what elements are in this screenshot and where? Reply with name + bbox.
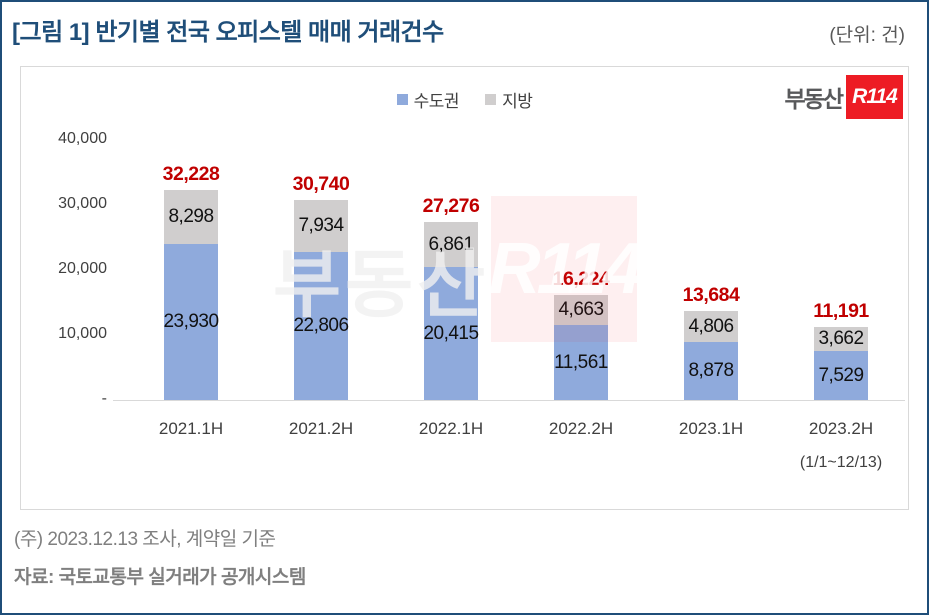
- y-axis-tick: 20,000: [58, 260, 107, 277]
- total-value-label: 32,228: [162, 163, 220, 185]
- capital-value-label: 8,878: [688, 360, 734, 381]
- x-axis-category: 2021.2H: [288, 419, 354, 438]
- total-value-label: 27,276: [422, 195, 480, 217]
- bar-segment-capital: [424, 267, 478, 400]
- x-axis-line: [113, 400, 905, 401]
- province-value-label: 8,298: [168, 206, 214, 227]
- footer-source: 자료: 국토교통부 실거래가 공개시스템: [14, 567, 306, 588]
- bar-segment-province: [294, 200, 348, 252]
- bar-segment-capital: [294, 252, 348, 400]
- capital-value-label: 11,561: [554, 351, 608, 373]
- y-axis-tick: -: [101, 390, 107, 407]
- y-axis-tick: 10,000: [58, 325, 107, 342]
- legend-swatch-capital: [396, 94, 408, 105]
- province-value-label: 3,662: [818, 328, 864, 349]
- bar-segment-capital: [684, 342, 738, 400]
- legend-label: 지방: [502, 92, 533, 111]
- x-axis-category: 2023.1H: [678, 419, 744, 438]
- footer-note: (주) 2023.12.13 조사, 계약일 기준: [14, 529, 276, 550]
- legend-swatch-province: [485, 94, 497, 105]
- province-value-label: 4,806: [688, 315, 734, 337]
- capital-value-label: 20,415: [423, 322, 479, 344]
- bar-segment-province: [424, 222, 478, 267]
- bar-segment-capital: [164, 244, 218, 400]
- x-axis-category-note: (1/1~12/13): [799, 454, 883, 471]
- x-axis-category: 2023.2H: [808, 419, 874, 438]
- province-value-label: 7,934: [298, 215, 344, 236]
- y-axis-tick: 40,000: [58, 130, 107, 147]
- total-value-label: 11,191: [813, 300, 869, 322]
- legend-label: 수도권: [413, 92, 460, 111]
- brand-logo-text: 부동산: [784, 86, 845, 112]
- bar-segment-province: [684, 311, 738, 342]
- brand-logo: 부동산 R114: [785, 75, 903, 119]
- x-axis-category: 2022.1H: [418, 419, 484, 438]
- total-value-label: 30,740: [292, 173, 350, 195]
- province-value-label: 6,861: [428, 233, 474, 255]
- brand-logo-badge: R114: [846, 75, 903, 119]
- capital-value-label: 22,806: [293, 315, 349, 336]
- capital-value-label: 23,930: [163, 311, 219, 332]
- unit-label: (단위: 건): [829, 25, 905, 46]
- chart-area: 수도권 지방 부동산 R114 부동산 R114 40,000 30,000 20,0…: [20, 66, 909, 510]
- y-axis-tick: 30,000: [58, 195, 107, 212]
- chart-legend: 수도권 지방: [21, 87, 908, 112]
- total-value-label: 13,684: [682, 284, 740, 306]
- bar-segment-province: [164, 190, 218, 244]
- province-value-label: 4,663: [558, 299, 604, 320]
- x-axis-category: 2022.2H: [548, 419, 614, 438]
- bar-segment-province: [554, 295, 608, 325]
- total-value-label: 16,224: [552, 268, 610, 290]
- bar-segment-capital: [814, 351, 868, 400]
- bar-segment-capital: [554, 325, 608, 400]
- legend-item: 지방: [485, 87, 533, 112]
- x-axis-category: 2021.1H: [158, 419, 224, 438]
- capital-value-label: 7,529: [818, 364, 864, 386]
- page-title: [그림 1] 반기별 전국 오피스텔 매매 거래건수: [12, 19, 444, 46]
- bar-segment-province: [814, 327, 868, 351]
- legend-item: 수도권: [396, 87, 460, 112]
